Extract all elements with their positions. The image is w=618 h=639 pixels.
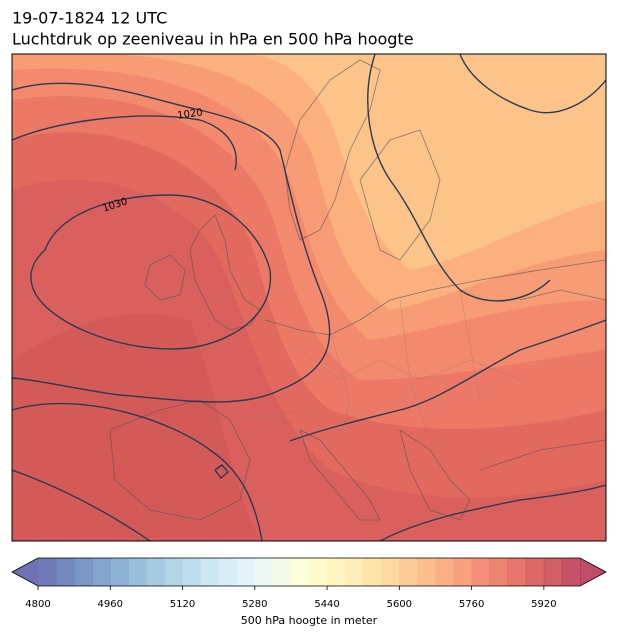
isobar-label: 1020 xyxy=(177,107,204,121)
colorbar-segment xyxy=(309,558,328,586)
colorbar-segment xyxy=(74,558,93,586)
colorbar-segment xyxy=(507,558,527,586)
colorbar-segment xyxy=(182,558,201,586)
colorbar-segment xyxy=(56,558,75,586)
colorbar-segment xyxy=(146,558,165,586)
colorbar-segment xyxy=(290,558,310,586)
colorbar-segment xyxy=(489,558,509,586)
colorbar-segment xyxy=(92,558,111,586)
colorbar-segment xyxy=(164,558,183,586)
colorbar-segment xyxy=(110,558,129,586)
colorbar-extend-high xyxy=(580,558,606,586)
colorbar-segment xyxy=(399,558,418,586)
title: 19-07-1824 12 UTC xyxy=(12,9,167,28)
colorbar-tick-label: 5440 xyxy=(314,599,339,610)
colorbar-tick-label: 4800 xyxy=(25,599,50,610)
colorbar-segment xyxy=(363,558,382,586)
colorbar-tick-label: 5760 xyxy=(459,599,484,610)
colorbar-segment xyxy=(200,558,219,586)
colorbar-segment xyxy=(543,558,563,586)
colorbar-segment xyxy=(381,558,400,586)
colorbar-segment xyxy=(254,558,274,586)
colorbar-segment xyxy=(561,558,581,586)
colorbar: 4800 4960 5120 5280 5440 5600 5760 5920 xyxy=(11,557,607,610)
subtitle: Luchtdruk op zeeniveau in hPa en 500 hPa… xyxy=(12,30,414,49)
colorbar-segment xyxy=(471,558,490,586)
colorbar-segment xyxy=(327,558,346,586)
colorbar-segment xyxy=(417,558,436,586)
colorbar-tick-label: 5920 xyxy=(531,599,556,610)
map-frame xyxy=(11,53,607,542)
colorbar-segment xyxy=(272,558,292,586)
colorbar-segment xyxy=(435,558,454,586)
colorbar-segment xyxy=(218,558,238,586)
colorbar-segment xyxy=(453,558,472,586)
colorbar-segment xyxy=(128,558,147,586)
colorbar-extend-low xyxy=(12,558,38,586)
colorbar-segment xyxy=(525,558,545,586)
colorbar-tick-label: 5600 xyxy=(387,599,412,610)
colorbar-tick-label: 5280 xyxy=(242,599,267,610)
colorbar-tick-label: 5120 xyxy=(170,599,195,610)
colorbar-segment xyxy=(38,558,57,586)
colorbar-label: 500 hPa hoogte in meter xyxy=(241,614,378,627)
colorbar-tick-label: 4960 xyxy=(98,599,123,610)
colorbar-segment xyxy=(345,558,364,586)
map: 1020 1030 xyxy=(12,54,606,541)
colorbar-segment xyxy=(236,558,256,586)
